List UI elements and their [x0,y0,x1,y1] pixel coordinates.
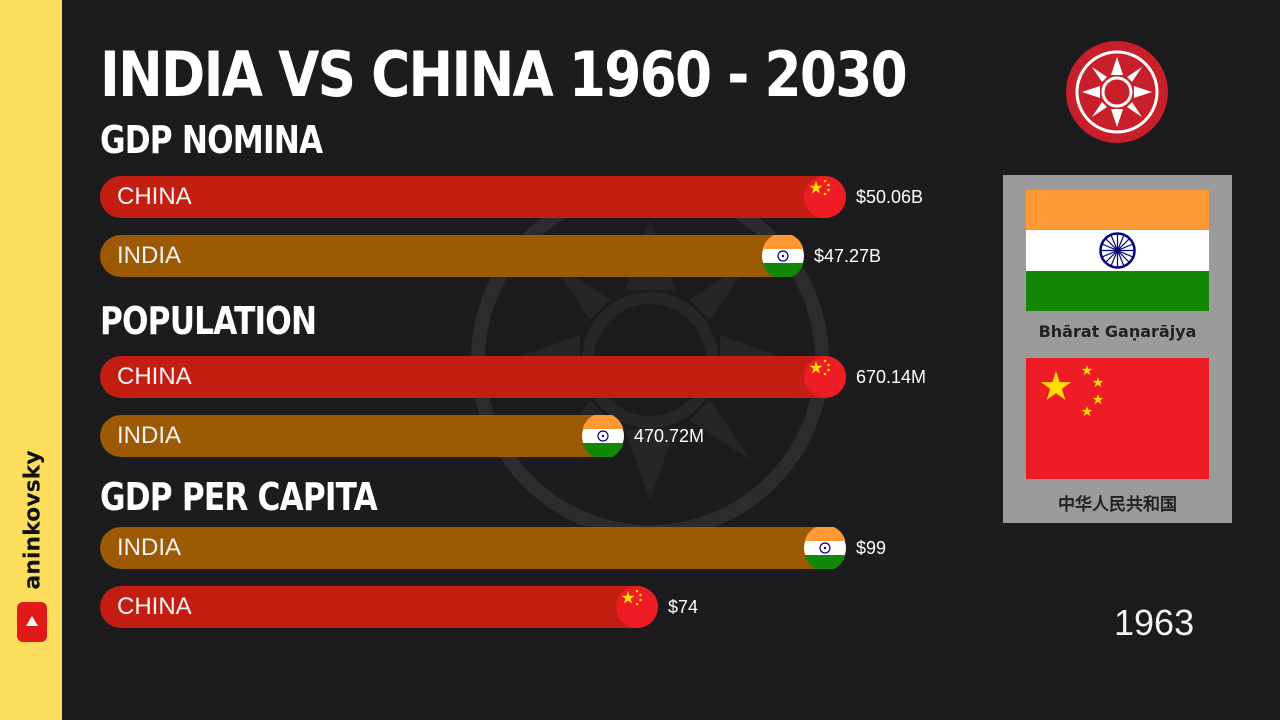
bar-value-label: 670.14M [856,367,927,387]
india-flag-icon [804,527,846,569]
india-flag-icon [582,415,624,457]
bar-label: INDIA [117,422,182,449]
bar-value-label: $47.27B [814,246,882,266]
section-title-gdp-per-capita: GDP PER CAPITA [100,475,378,519]
flag-panel: Bhārat Gaṇarājya 中华人民共和国 [1003,175,1232,523]
bar-value-label: $99 [856,538,887,558]
china-flag-caption: 中华人民共和国 [1058,495,1177,514]
bar-india-0: INDIA [100,235,804,277]
bar-label: CHINA [117,593,192,620]
channel-strip [0,0,62,720]
section-title-population: POPULATION [100,299,317,343]
india-flag-icon [1026,190,1209,311]
bar-label: CHINA [117,183,192,210]
bar-india-1: INDIA [100,415,624,457]
india-flag-caption: Bhārat Gaṇarājya [1038,322,1197,341]
china-flag-icon [1026,358,1209,479]
bar-value-label: $50.06B [856,187,924,207]
bar-label: CHINA [117,363,192,390]
china-flag-icon [804,356,846,398]
india-flag-icon [762,235,804,277]
bar-label: INDIA [117,534,182,561]
bar-value-label: 470.72M [634,426,705,446]
youtube-icon[interactable] [17,602,47,642]
section-title-gdp-nominal: GDP NOMINA [100,118,323,162]
china-flag-icon [804,176,846,218]
china-flag-icon [616,586,658,628]
year-label: 1963 [1114,602,1195,643]
bar-china-0: CHINA [100,176,846,218]
bar-india-2: INDIA [100,527,846,569]
bar-china-1: CHINA [100,356,846,398]
emblem-logo-icon [1066,41,1168,143]
page-title: INDIA VS CHINA 1960 - 2030 [100,38,908,111]
bar-value-label: $74 [668,597,699,617]
bar-label: INDIA [117,242,182,269]
bar-china-2: CHINA [100,586,658,628]
